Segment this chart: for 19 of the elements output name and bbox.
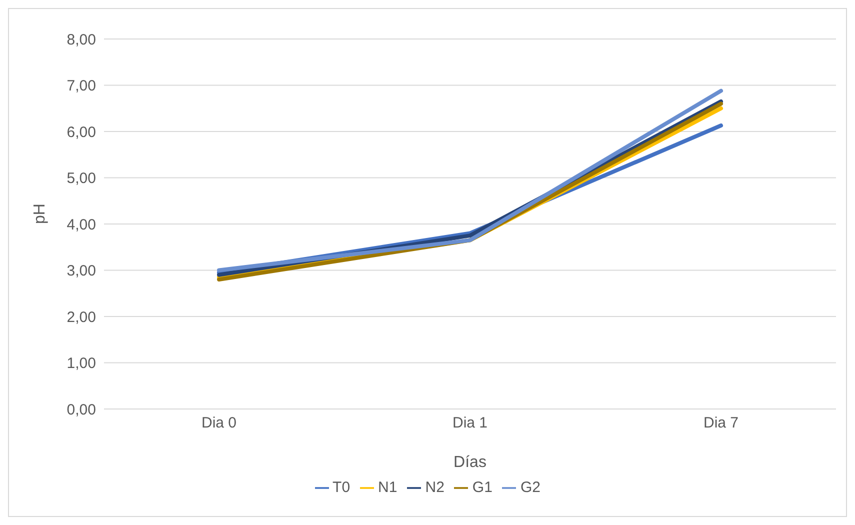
y-tick-label: 0,00: [66, 401, 96, 418]
legend-label: G1: [472, 479, 492, 496]
y-tick-label: 4,00: [66, 216, 96, 234]
y-tick-label: 8,00: [66, 31, 96, 48]
x-tick-label: Dia 0: [201, 414, 237, 432]
legend-label: G2: [520, 479, 540, 496]
x-axis-title: Días: [454, 454, 486, 471]
legend-label: N2: [425, 479, 444, 496]
y-tick-label: 1,00: [66, 355, 96, 372]
legend-label: T0: [332, 479, 350, 496]
y-tick-label: 3,00: [66, 262, 96, 280]
y-tick-label: 2,00: [66, 308, 96, 326]
y-tick-label: 6,00: [66, 124, 96, 141]
legend-label: N1: [378, 479, 398, 496]
x-tick-label: Dia 7: [703, 414, 739, 432]
y-tick-label: 7,00: [66, 78, 96, 95]
x-tick-label: Dia 1: [452, 414, 488, 432]
y-axis-title: pH: [32, 204, 49, 224]
y-tick-label: 5,00: [66, 170, 96, 188]
